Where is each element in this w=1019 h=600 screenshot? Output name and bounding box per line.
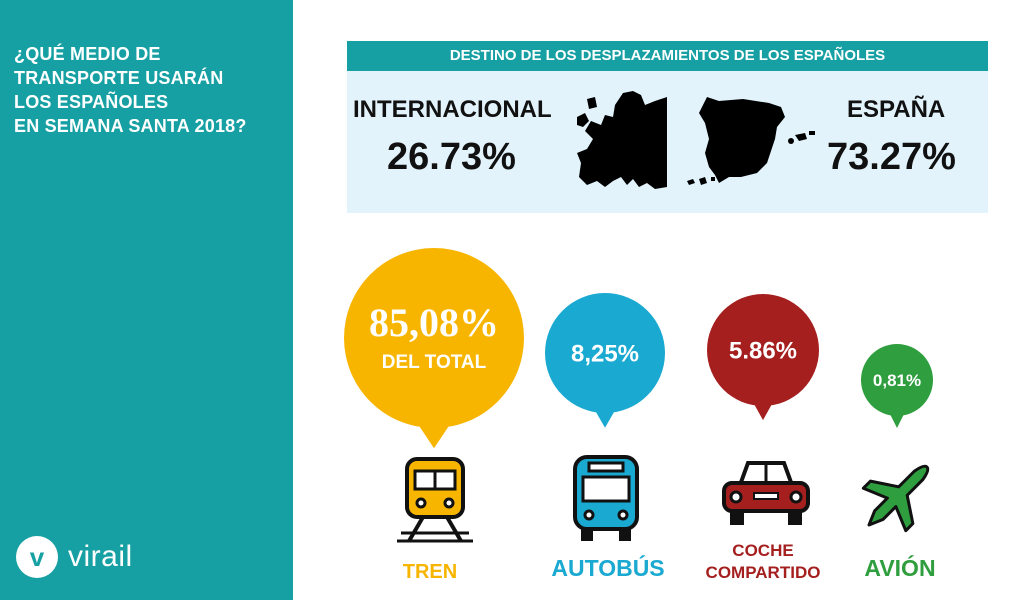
international-value: 26.73% bbox=[387, 136, 516, 178]
bubble-circle-1 bbox=[344, 248, 524, 428]
bus-icon bbox=[573, 455, 639, 541]
spain-label: ESPAÑA bbox=[847, 96, 946, 123]
bubble-value-1: 85,08% bbox=[369, 300, 499, 345]
bubble-value-2: 8,25% bbox=[571, 340, 639, 367]
bubble-subtitle-1: DEL TOTAL bbox=[382, 352, 487, 373]
virail-logo-mark: v bbox=[16, 536, 58, 578]
plane-icon bbox=[861, 464, 930, 533]
sidebar-title: ¿QUÉ MEDIO DE TRANSPORTE USARÁN LOS ESPA… bbox=[14, 44, 247, 136]
bubble-2: 8,25% bbox=[545, 293, 665, 428]
bubble-pointer-4 bbox=[889, 412, 905, 428]
bubble-pointer-2 bbox=[594, 409, 616, 428]
spain-value: 73.27% bbox=[827, 136, 956, 178]
bubble-1: 85,08% DEL TOTAL bbox=[344, 248, 524, 449]
label-autobus: AUTOBÚS bbox=[551, 555, 665, 581]
bubble-circle-3 bbox=[707, 294, 819, 406]
virail-logo-text: virail bbox=[68, 540, 133, 573]
spain-map-icon bbox=[687, 97, 815, 185]
destination-panel: DESTINO DE LOS DESPLAZAMIENTOS DE LOS ES… bbox=[347, 41, 988, 213]
label-avion: AVIÓN bbox=[864, 555, 936, 581]
bubble-circle-2 bbox=[545, 293, 665, 413]
label-tren: TREN bbox=[402, 561, 458, 583]
international-label: INTERNACIONAL bbox=[353, 96, 552, 123]
bubble-pointer-1 bbox=[417, 424, 451, 449]
destination-header: DESTINO DE LOS DESPLAZAMIENTOS DE LOS ES… bbox=[347, 41, 988, 71]
sidebar: ¿QUÉ MEDIO DE TRANSPORTE USARÁN LOS ESPA… bbox=[0, 0, 293, 600]
europe-map-icon bbox=[575, 91, 669, 191]
car-icon bbox=[722, 461, 810, 525]
bubble-circle-4 bbox=[861, 344, 933, 416]
bubble-3: 5.86% bbox=[707, 294, 819, 421]
bubble-4: 0,81% bbox=[861, 344, 933, 428]
train-icon bbox=[397, 457, 473, 543]
bubble-value-3: 5.86% bbox=[729, 337, 797, 364]
bubble-value-4: 0,81% bbox=[873, 371, 921, 390]
label-coche-compartido: COCHE COMPARTIDO bbox=[705, 541, 821, 582]
bubble-pointer-3 bbox=[752, 402, 774, 421]
virail-logo: v virail bbox=[16, 536, 133, 578]
